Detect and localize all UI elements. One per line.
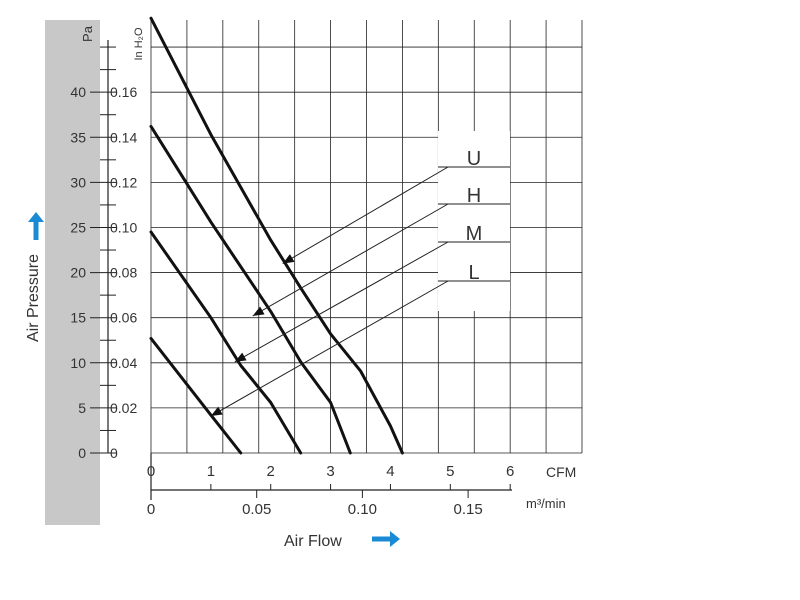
x-unit-secondary: m³/min (526, 496, 566, 511)
x-tick-label-cfm: 3 (326, 463, 334, 480)
x-tick-label-m3min: 0.05 (242, 501, 271, 518)
y-axis-arrow-icon (28, 212, 44, 240)
y-unit-secondary: In H₂O (133, 27, 145, 60)
tick-labels: 051015202530354000.020.040.060.080.100.1… (70, 84, 514, 518)
y-tick-label-inh2o: 0.12 (110, 174, 137, 190)
x-tick-label-m3min: 0.10 (348, 501, 377, 518)
legend-pointer-arrowhead (252, 306, 265, 316)
legend-pointer-arrowhead (234, 352, 247, 362)
series-line-m (149, 230, 303, 455)
legend-label-h: H (467, 185, 481, 207)
y-tick-label-inh2o: 0 (110, 445, 118, 461)
x-tick-label-cfm: 1 (207, 463, 215, 480)
y-axis-title: Air Pressure (25, 254, 42, 342)
legend-pointer-line (210, 280, 449, 417)
x-axis-secondary-band (100, 490, 582, 525)
y-tick-label-pa: 35 (70, 129, 86, 145)
y-tick-label-inh2o: 0.16 (110, 84, 137, 100)
legend-pointer-line (282, 166, 449, 264)
curves (149, 16, 404, 455)
x-unit-primary: CFM (546, 464, 576, 480)
y-tick-label-inh2o: 0.02 (110, 400, 137, 416)
x-axis-title: Air Flow (284, 533, 342, 550)
legend-pointer-line (252, 203, 449, 317)
legend-pointer-arrowhead (282, 254, 295, 264)
x-tick-label-m3min: 0.15 (453, 501, 482, 518)
x-tick-label-cfm: 5 (446, 463, 454, 480)
y-tick-label-pa: 15 (70, 310, 86, 326)
x-tick-label-cfm: 2 (267, 463, 275, 480)
y-tick-label-pa: 20 (70, 265, 86, 281)
axes (90, 40, 512, 500)
y-tick-label-inh2o: 0.08 (110, 265, 137, 281)
legend-label-l: L (468, 262, 479, 284)
y-tick-label-inh2o: 0.04 (110, 355, 137, 371)
legend-label-u: U (467, 148, 481, 170)
y-tick-label-inh2o: 0.14 (110, 129, 137, 145)
y-tick-label-inh2o: 0.06 (110, 310, 137, 326)
y-tick-label-pa: 25 (70, 219, 86, 235)
y-unit-primary: Pa (80, 25, 95, 42)
legend-pointer-arrowhead (210, 406, 223, 417)
series-line-u (149, 16, 404, 455)
x-axis-label-band (100, 453, 582, 490)
x-tick-label-cfm: 4 (386, 463, 394, 480)
legend-label-m: M (466, 223, 483, 245)
y-tick-label-pa: 0 (78, 445, 86, 461)
y-tick-label-pa: 10 (70, 355, 86, 371)
y-tick-label-inh2o: 0.10 (110, 219, 137, 235)
x-tick-label-m3min: 0 (147, 501, 155, 518)
x-tick-label-cfm: 0 (147, 463, 155, 480)
y-tick-label-pa: 40 (70, 84, 86, 100)
series-line-l (149, 336, 243, 455)
x-axis-arrow-icon (372, 531, 400, 547)
x-tick-label-cfm: 6 (506, 463, 514, 480)
y-tick-label-pa: 5 (78, 400, 86, 416)
series-line-h (149, 124, 352, 455)
legend-pointer-line (234, 241, 449, 363)
y-tick-label-pa: 30 (70, 174, 86, 190)
